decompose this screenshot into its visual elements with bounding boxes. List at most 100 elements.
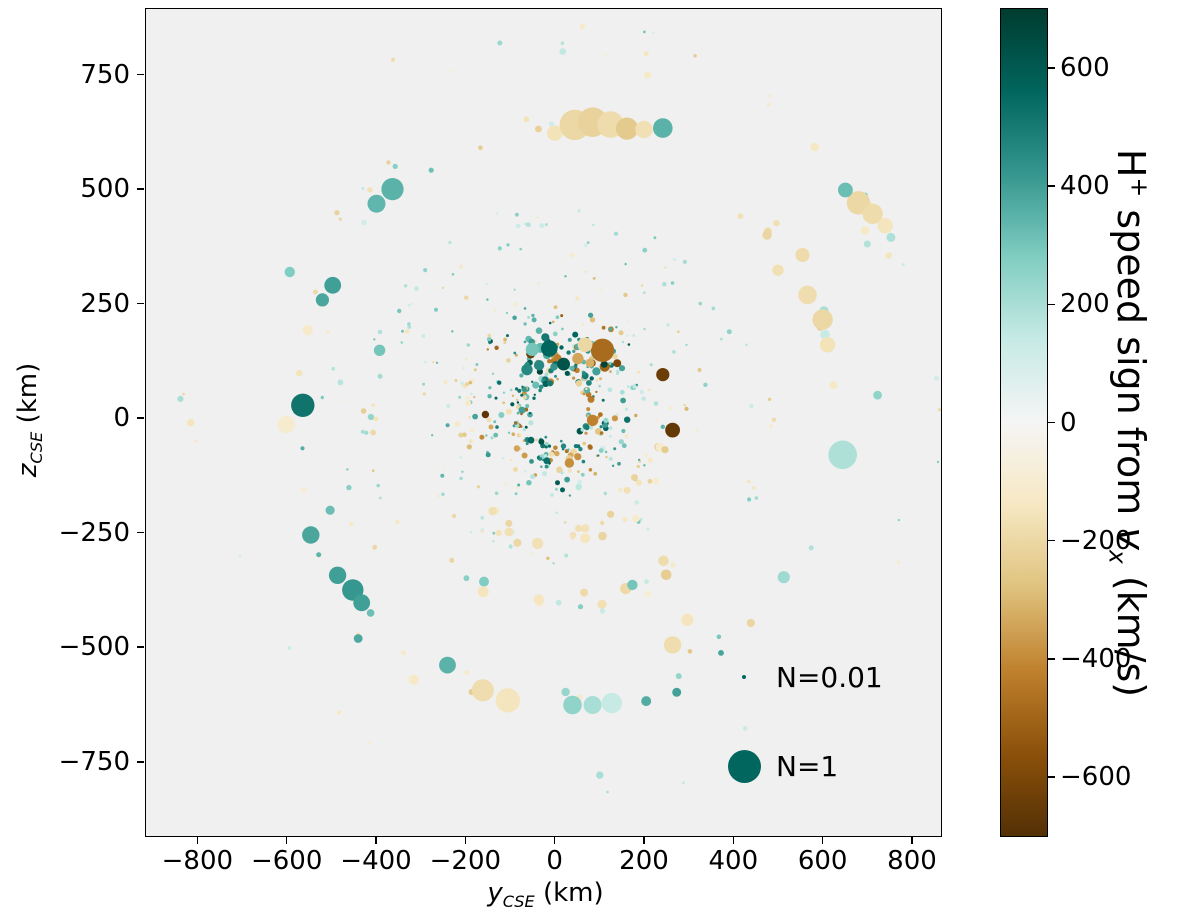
- scatter-point: [464, 670, 470, 675]
- scatter-point: [454, 379, 458, 382]
- scatter-point: [634, 500, 640, 505]
- scatter-point: [626, 334, 629, 337]
- scatter-point: [641, 396, 646, 401]
- scatter-point: [577, 479, 583, 486]
- y-tick-label: −750: [58, 746, 130, 777]
- scatter-point: [468, 416, 471, 419]
- scatter-point: [592, 223, 595, 227]
- scatter-point: [639, 389, 644, 394]
- scatter-point: [515, 449, 518, 452]
- scatter-point: [373, 344, 386, 356]
- scatter-point: [528, 412, 532, 415]
- scatter-point: [464, 295, 469, 300]
- scatter-point: [542, 471, 547, 477]
- scatter-point: [585, 358, 595, 368]
- scatter-point: [515, 486, 519, 489]
- scatter-point: [504, 527, 514, 537]
- scatter-point: [574, 453, 582, 461]
- scatter-point: [660, 569, 672, 581]
- scatter-point: [624, 262, 627, 266]
- scatter-point: [449, 69, 453, 73]
- scatter-point: [560, 314, 564, 318]
- scatter-point: [513, 538, 522, 547]
- scatter-point: [742, 726, 748, 731]
- scatter-point: [443, 380, 448, 385]
- scatter-point: [468, 439, 473, 444]
- scatter-point: [624, 416, 631, 423]
- scatter-point: [568, 494, 572, 497]
- scatter-point: [862, 203, 883, 224]
- scatter-point: [423, 268, 428, 273]
- scatter-point: [277, 415, 295, 434]
- scatter-point: [601, 692, 622, 714]
- legend-marker-big-dot: [727, 749, 761, 783]
- scatter-point: [877, 218, 893, 234]
- scatter-point: [687, 649, 693, 654]
- scatter-point: [458, 432, 464, 438]
- scatter-point: [572, 349, 576, 353]
- scatter-point: [530, 474, 536, 480]
- colorbar-tick-label: 200: [1060, 289, 1110, 320]
- scatter-point: [495, 212, 499, 215]
- scatter-point: [486, 417, 492, 423]
- scatter-point: [608, 327, 613, 331]
- scatter-point: [526, 480, 532, 486]
- scatter-point: [555, 480, 560, 486]
- scatter-point: [532, 396, 536, 400]
- scatter-point: [461, 470, 464, 473]
- scatter-point: [670, 281, 675, 285]
- scatter-point: [560, 41, 565, 45]
- scatter-point: [511, 432, 516, 437]
- y-tick-label: −250: [58, 517, 130, 548]
- scatter-point: [523, 116, 530, 123]
- scatter-point: [448, 240, 452, 245]
- scatter-point: [672, 687, 682, 697]
- scatter-point: [324, 276, 342, 294]
- scatter-point: [451, 330, 454, 333]
- scatter-point: [636, 370, 641, 374]
- scatter-point: [422, 382, 425, 386]
- x-tick-mark: [643, 837, 645, 844]
- scatter-point: [325, 505, 335, 515]
- scatter-point: [636, 464, 640, 469]
- scatter-point: [560, 443, 567, 449]
- scatter-point: [829, 381, 838, 390]
- scatter-point: [458, 395, 462, 399]
- scatter-point: [557, 357, 570, 371]
- scatter-point: [364, 430, 369, 435]
- scatter-point: [936, 460, 940, 464]
- scatter-point: [367, 413, 374, 421]
- scatter-point: [539, 223, 545, 229]
- scatter-point: [531, 552, 534, 555]
- scatter-point: [177, 395, 184, 402]
- scatter-point: [487, 394, 492, 399]
- scatter-point: [618, 365, 626, 372]
- scatter-point: [598, 531, 607, 541]
- scatter-point: [661, 446, 669, 454]
- scatter-point: [771, 417, 777, 422]
- scatter-point: [647, 457, 653, 463]
- scatter-point: [607, 510, 615, 518]
- scatter-point: [373, 338, 376, 341]
- scatter-point: [615, 117, 639, 140]
- scatter-point: [535, 327, 543, 335]
- scatter-point: [575, 483, 582, 491]
- scatter-point: [513, 445, 521, 452]
- scatter-point: [599, 425, 603, 429]
- colorbar-tick-mark: [1048, 67, 1055, 69]
- x-tick-mark: [196, 837, 199, 844]
- scatter-point: [315, 293, 329, 307]
- y-tick-mark: [137, 531, 144, 534]
- scatter-point: [608, 426, 613, 430]
- scatter-point: [599, 431, 604, 435]
- scatter-point: [582, 441, 587, 446]
- scatter-point: [570, 252, 575, 258]
- scatter-point: [361, 187, 365, 190]
- scatter-point: [535, 125, 542, 133]
- scatter-point: [528, 420, 534, 426]
- scatter-point: [621, 340, 625, 344]
- colorbar-tick-label: 0: [1060, 407, 1077, 438]
- scatter-point: [435, 361, 439, 364]
- scatter-point: [336, 710, 342, 715]
- scatter-point: [331, 366, 336, 371]
